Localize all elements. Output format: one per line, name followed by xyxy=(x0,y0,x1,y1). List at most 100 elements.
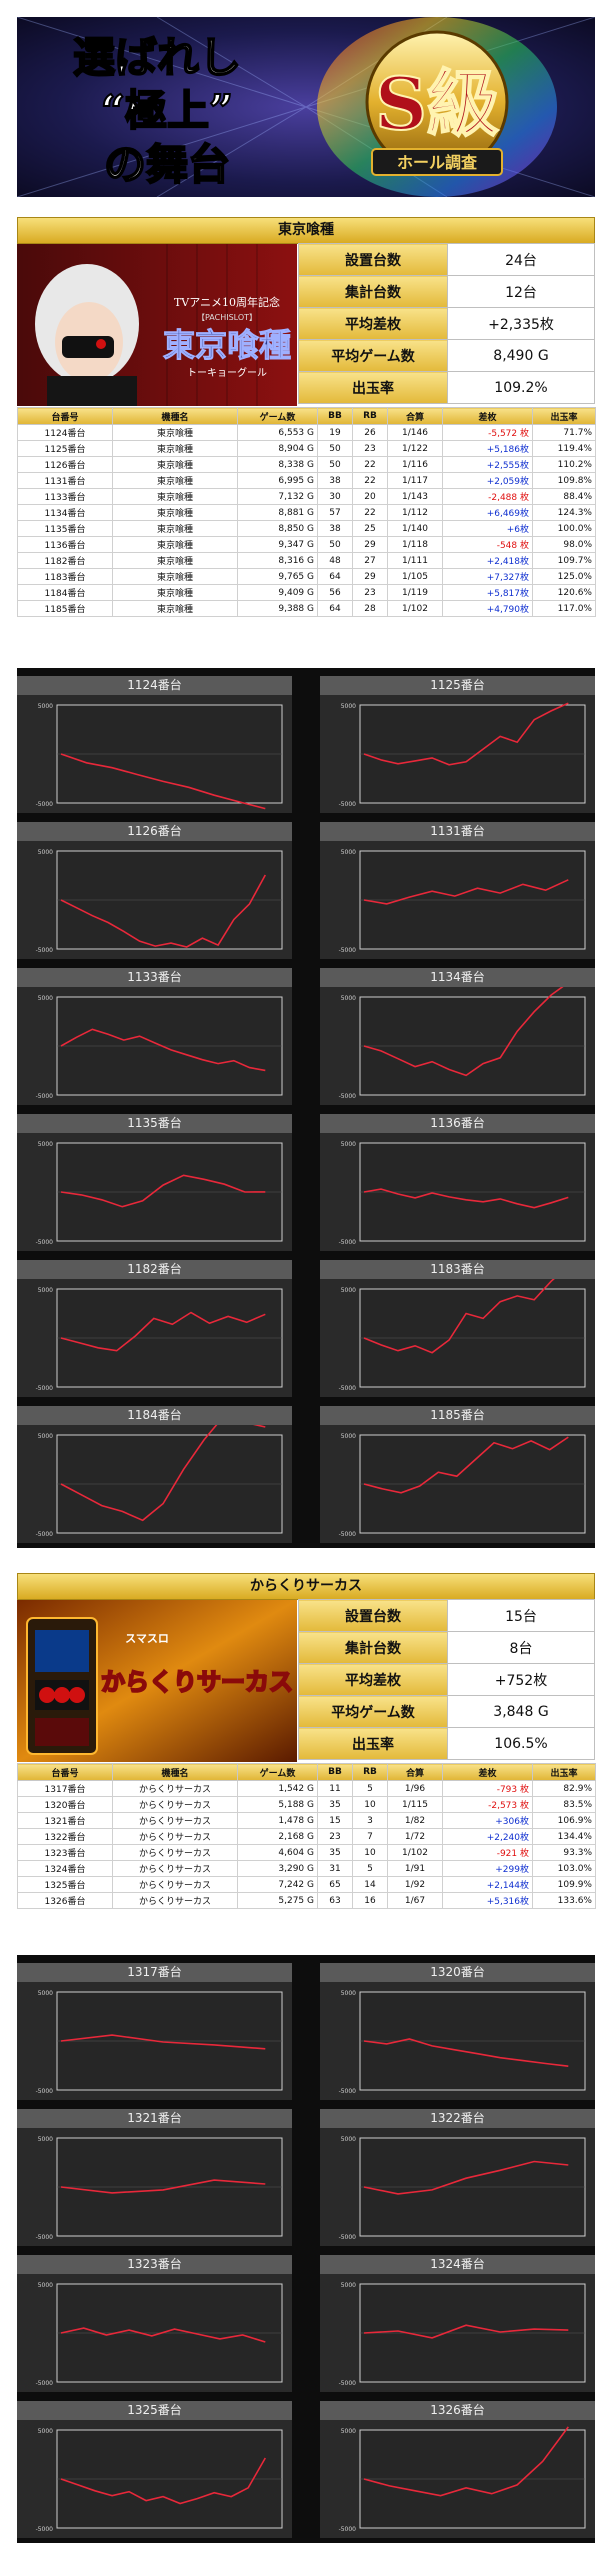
payout-rate-cell: 120.6% xyxy=(532,584,596,601)
payout-rate-cell: 117.0% xyxy=(532,600,596,617)
combined-cell: 1/91 xyxy=(387,1860,443,1877)
payout-series-line xyxy=(363,1436,569,1494)
payout-rate-cell: 125.0% xyxy=(532,568,596,585)
payout-line-chart: 5000 -5000 xyxy=(36,703,283,810)
machine-number-cell: 1321番台 xyxy=(17,1812,113,1829)
machine-caption: TVアニメ10周年記念 xyxy=(174,295,280,309)
combined-cell: 1/82 xyxy=(387,1812,443,1829)
chart-title: 1184番台 xyxy=(17,1406,292,1425)
payout-rate-cell: 83.5% xyxy=(532,1796,596,1813)
diff-cell: +5,186枚 xyxy=(442,440,533,457)
combined-cell: 1/111 xyxy=(387,552,443,569)
machine-name-cell: からくりサーカス xyxy=(112,1892,238,1909)
chart-title: 1320番台 xyxy=(320,1963,595,1982)
payout-line-chart: 5000 -5000 xyxy=(339,1990,586,2095)
column-header: 台番号 xyxy=(17,1763,113,1781)
stats-value: +2,335枚 xyxy=(447,307,595,340)
game-count-cell: 4,604 G xyxy=(237,1844,318,1861)
diff-cell: +5,817枚 xyxy=(442,584,533,601)
chart-title: 1325番台 xyxy=(17,2401,292,2420)
payout-rate-cell: 124.3% xyxy=(532,504,596,521)
payout-line-chart: 5000 -5000 xyxy=(339,2282,586,2387)
axis-top-label: 5000 xyxy=(341,1433,356,1440)
machine-name-cell: からくりサーカス xyxy=(112,1796,238,1813)
machine-logo-sub: トーキョーグール xyxy=(187,366,267,379)
diff-cell: -5,572 枚 xyxy=(442,424,533,441)
stats-table: 設置台数 15台 集計台数 8台 平均差枚 +752枚 平均ゲーム数 3,848 G 出… xyxy=(298,1599,595,1760)
axis-bottom-label: -5000 xyxy=(36,1239,54,1246)
payout-series-line xyxy=(60,753,266,810)
chart-grid: 1317番台 5000 -5000 1320番台 5000 -5000 1321番台 5000… xyxy=(17,1955,595,2543)
axis-top-label: 5000 xyxy=(38,1433,53,1440)
combined-cell: 1/112 xyxy=(387,504,443,521)
payout-rate-cell: 134.4% xyxy=(532,1828,596,1845)
payout-rate-cell: 98.0% xyxy=(532,536,596,553)
machine-chart-panel: 1125番台 5000 -5000 xyxy=(320,676,595,813)
machine-chart-panel: 1323番台 5000 -5000 xyxy=(17,2255,292,2392)
payout-line-chart: 5000 -5000 xyxy=(339,849,586,954)
bb-cell: 64 xyxy=(317,600,353,617)
machine-chart-panel: 1183番台 5000 -5000 xyxy=(320,1260,595,1397)
game-count-cell: 5,275 G xyxy=(237,1892,318,1909)
column-header: 出玉率 xyxy=(532,1763,596,1781)
payout-line-chart: 5000 -5000 xyxy=(339,1433,586,1538)
axis-bottom-label: -5000 xyxy=(339,947,357,954)
machine-chart-panel: 1135番台 5000 -5000 xyxy=(17,1114,292,1251)
stats-label: 設置台数 xyxy=(298,1599,448,1632)
rb-cell: 3 xyxy=(352,1812,388,1829)
diff-cell: +306枚 xyxy=(442,1812,533,1829)
machine-number-cell: 1133番台 xyxy=(17,488,113,505)
axis-bottom-label: -5000 xyxy=(36,1385,54,1392)
chart-title: 1125番台 xyxy=(320,676,595,695)
stats-value: 106.5% xyxy=(447,1727,595,1760)
payout-line-chart: 5000 -5000 xyxy=(339,987,586,1100)
machine-caption: スマスロ xyxy=(125,1632,169,1645)
machine-name-cell: からくりサーカス xyxy=(112,1876,238,1893)
rb-cell: 22 xyxy=(352,456,388,473)
machine-number-cell: 1183番台 xyxy=(17,568,113,585)
machine-name-cell: 東京喰種 xyxy=(112,600,238,617)
diff-cell: -2,573 枚 xyxy=(442,1796,533,1813)
table-row: 1136番台 東京喰種 9,347 G 50 29 1/118 -548 枚 98.0% xyxy=(17,536,596,553)
machine-chart-panel: 1325番台 5000 -5000 xyxy=(17,2401,292,2538)
rb-cell: 25 xyxy=(352,520,388,537)
bb-cell: 15 xyxy=(317,1812,353,1829)
machine-chart-panel: 1134番台 5000 -5000 xyxy=(320,968,595,1105)
payout-series-line xyxy=(60,1311,266,1352)
machine-number-cell: 1185番台 xyxy=(17,600,113,617)
stats-row: 平均ゲーム数 8,490 G xyxy=(298,339,595,372)
axis-top-label: 5000 xyxy=(38,1287,53,1294)
stats-row: 平均ゲーム数 3,848 G xyxy=(298,1695,595,1728)
stats-label: 平均差枚 xyxy=(298,307,448,340)
game-count-cell: 8,904 G xyxy=(237,440,318,457)
rb-cell: 28 xyxy=(352,600,388,617)
table-row: 1320番台 からくりサーカス 5,188 G 35 10 1/115 -2,573 枚 83… xyxy=(17,1796,596,1813)
payout-series-line xyxy=(60,1174,266,1208)
payout-line-chart: 5000 -5000 xyxy=(36,1990,283,2095)
payout-line-chart: 5000 -5000 xyxy=(36,995,283,1100)
bb-cell: 64 xyxy=(317,568,353,585)
game-count-cell: 9,347 G xyxy=(237,536,318,553)
machine-number-cell: 1320番台 xyxy=(17,1796,113,1813)
axis-bottom-label: -5000 xyxy=(36,801,54,808)
banner-badge-sub: ホール調査 xyxy=(397,153,477,172)
stats-label: 平均ゲーム数 xyxy=(298,339,448,372)
machine-name-cell: からくりサーカス xyxy=(112,1780,238,1797)
diff-cell: +7,327枚 xyxy=(442,568,533,585)
game-count-cell: 9,409 G xyxy=(237,584,318,601)
bb-cell: 38 xyxy=(317,472,353,489)
axis-top-label: 5000 xyxy=(38,1141,53,1148)
machine-number-cell: 1131番台 xyxy=(17,472,113,489)
banner-title-line1: 選ばれし xyxy=(73,33,241,82)
table-row: 1322番台 からくりサーカス 2,168 G 23 7 1/72 +2,240枚 134.4… xyxy=(17,1828,596,1845)
payout-rate-cell: 109.9% xyxy=(532,1876,596,1893)
combined-cell: 1/67 xyxy=(387,1892,443,1909)
payout-series-line xyxy=(363,1188,569,1209)
stats-label: 平均差枚 xyxy=(298,1663,448,1696)
payout-series-line xyxy=(60,2457,266,2505)
bb-cell: 63 xyxy=(317,1892,353,1909)
banner-title-line3: の舞台 xyxy=(104,140,230,189)
payout-series-line xyxy=(60,1425,266,1522)
rb-cell: 10 xyxy=(352,1844,388,1861)
